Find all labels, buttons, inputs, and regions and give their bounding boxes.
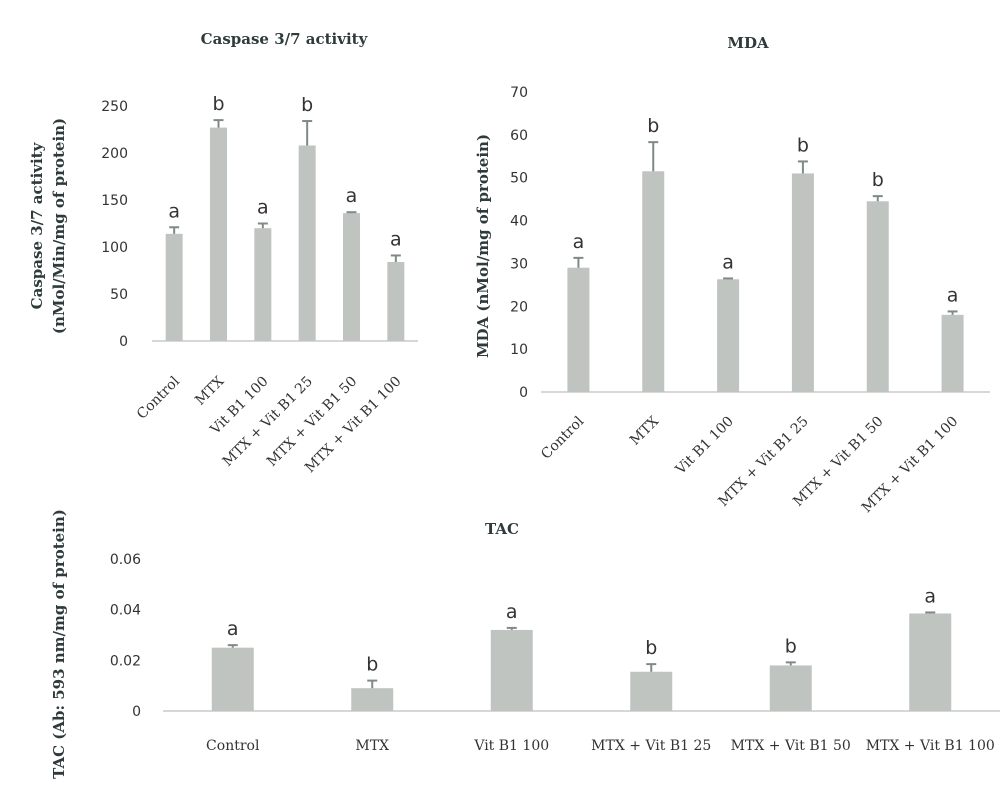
caspase-y-tick-label: 250 — [101, 99, 128, 115]
caspase-y-tick-label: 150 — [101, 193, 128, 209]
caspase-y-axis-label: Caspase 3/7 activity — [28, 141, 46, 309]
mda-y-tick-label: 20 — [510, 299, 528, 315]
mda-y-tick-label: 50 — [510, 171, 528, 187]
tac-x-tick-label: Vit B1 100 — [473, 738, 549, 754]
caspase-significance-label: a — [346, 185, 358, 207]
tac-bar — [769, 665, 812, 711]
mda-x-tick-label: MTX — [627, 413, 662, 448]
tac-bar — [351, 688, 394, 711]
mda-y-tick-label: 40 — [510, 214, 528, 230]
mda-significance-label: a — [722, 251, 734, 273]
mda-significance-label: a — [573, 231, 585, 253]
mda-bar — [866, 201, 889, 392]
caspase-title: Caspase 3/7 activity — [201, 30, 369, 48]
mda-bar — [717, 279, 740, 392]
mda-significance-label: b — [797, 134, 809, 156]
tac-chart: TAC TAC (Ab: 593 nm/mg of protein) 0 0.02 0.… — [50, 509, 1000, 779]
tac-significance-label: b — [785, 635, 797, 657]
mda-significance-label: b — [647, 115, 659, 137]
caspase-significance-label: b — [212, 93, 224, 115]
tac-significance-label: a — [924, 585, 936, 607]
mda-bar — [567, 267, 590, 392]
caspase-bar — [254, 228, 272, 341]
caspase-y-tick-label: 200 — [101, 146, 128, 162]
tac-significance-label: a — [227, 618, 239, 640]
tac-bar — [630, 671, 673, 711]
caspase-significance-label: a — [390, 228, 402, 250]
tac-x-tick-label: MTX + Vit B1 50 — [731, 738, 851, 754]
caspase-significance-label: b — [301, 94, 313, 116]
tac-x-tick-label: MTX + Vit B1 100 — [866, 738, 995, 754]
caspase-y-tick-label: 50 — [110, 287, 128, 303]
tac-y-tick-label: 0 — [132, 704, 141, 720]
caspase-bar — [210, 127, 227, 342]
mda-chart: MDA MDA (nMol/mg of protein) 0 10 20 30 40 50 60… — [474, 34, 990, 516]
mda-bar — [941, 314, 964, 392]
mda-bar — [791, 173, 814, 392]
caspase-x-tick-label: Control — [134, 373, 183, 422]
tac-bar — [909, 613, 952, 711]
caspase-y-axis-label: (nMol/Min/mg of protein) — [50, 118, 68, 334]
mda-y-tick-label: 10 — [510, 342, 528, 358]
tac-y-tick-label: 0.02 — [110, 653, 141, 669]
tac-x-tick-label: MTX + Vit B1 25 — [591, 738, 711, 754]
caspase-bar — [165, 233, 183, 341]
mda-bar — [642, 171, 665, 392]
mda-y-tick-label: 30 — [510, 256, 528, 272]
mda-y-tick-label: 0 — [519, 385, 528, 401]
caspase-y-tick-label: 0 — [119, 334, 128, 350]
mda-y-tick-label: 60 — [510, 128, 528, 144]
tac-y-tick-label: 0.06 — [110, 552, 141, 568]
mda-title: MDA — [727, 34, 769, 52]
mda-y-tick-label: 70 — [510, 85, 528, 101]
mda-significance-label: a — [947, 284, 959, 306]
caspase-chart: Caspase 3/7 activity Caspase 3/7 activity… — [28, 30, 418, 476]
tac-significance-label: a — [506, 601, 518, 623]
tac-y-axis-label: TAC (Ab: 593 nm/mg of protein) — [50, 509, 68, 779]
mda-x-tick-label: Vit B1 100 — [672, 414, 737, 479]
tac-x-tick-label: Control — [206, 738, 260, 754]
tac-bar — [211, 647, 254, 711]
tac-significance-label: b — [645, 637, 657, 659]
caspase-bar — [387, 262, 405, 341]
caspase-significance-label: a — [257, 197, 269, 219]
caspase-bar — [343, 213, 360, 341]
tac-bar — [490, 629, 533, 711]
caspase-significance-label: a — [168, 200, 180, 222]
mda-x-tick-label: Control — [538, 413, 587, 462]
caspase-x-tick-label: MTX — [192, 373, 227, 408]
tac-x-tick-label: MTX — [355, 738, 389, 754]
tac-title: TAC — [485, 520, 519, 538]
mda-significance-label: b — [872, 169, 884, 191]
caspase-y-tick-label: 100 — [101, 240, 128, 256]
tac-significance-label: b — [366, 654, 378, 676]
tac-y-tick-label: 0.04 — [110, 603, 141, 619]
caspase-bar — [298, 145, 316, 341]
mda-y-axis-label: MDA (nMol/mg of protein) — [474, 134, 492, 358]
